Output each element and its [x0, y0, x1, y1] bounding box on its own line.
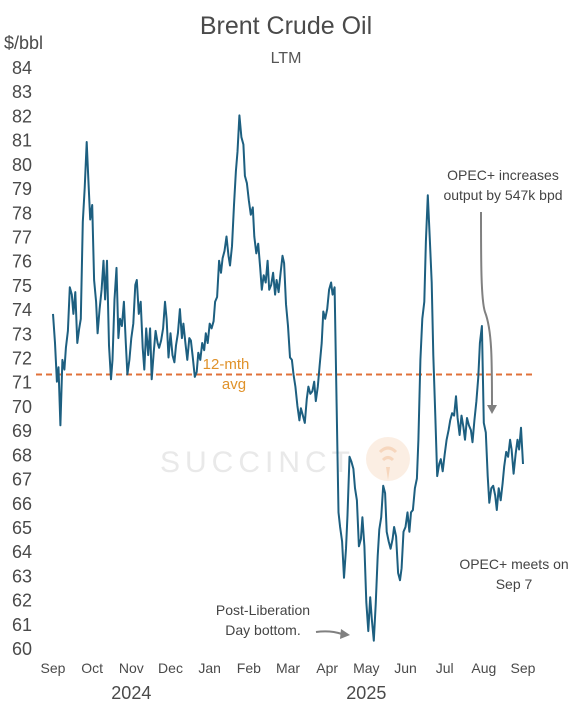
- y-tick-label: 74: [12, 300, 32, 320]
- arrow-head-icon: [487, 405, 497, 414]
- y-tick-label: 63: [12, 566, 32, 586]
- twelve-month-average: 12-mth avg: [36, 356, 532, 393]
- y-tick-label: 71: [12, 373, 32, 393]
- watermark: SUCCINCT: [160, 437, 410, 481]
- y-tick-label: 64: [12, 542, 32, 562]
- x-tick-label: Jan: [198, 660, 221, 676]
- y-tick-label: 72: [12, 349, 32, 369]
- x-tick-label: Jul: [436, 660, 454, 676]
- y-tick-label: 78: [12, 203, 32, 223]
- x-tick-label: Sep: [41, 660, 66, 676]
- y-tick-label: 67: [12, 470, 32, 490]
- y-tick-label: 69: [12, 421, 32, 441]
- y-tick-label: 84: [12, 58, 32, 78]
- annotation-opec-meets: OPEC+ meets on Sep 7: [459, 556, 568, 592]
- chart-title: Brent Crude Oil: [200, 12, 372, 40]
- x-tick-label: Jun: [394, 660, 417, 676]
- average-label-line1: 12-mth: [203, 356, 250, 373]
- y-tick-label: 81: [12, 131, 32, 151]
- watermark-logo-icon: [366, 437, 410, 481]
- y-tick-label: 73: [12, 324, 32, 344]
- x-tick-label: May: [353, 660, 379, 676]
- x-tick-label: Aug: [471, 660, 496, 676]
- x-tick-label: Sep: [511, 660, 536, 676]
- x-tick-label: Mar: [276, 660, 300, 676]
- arrow-head-icon: [340, 629, 350, 639]
- y-tick-label: 70: [12, 397, 32, 417]
- x-tick-label: Feb: [237, 660, 261, 676]
- y-tick-label: 60: [12, 639, 32, 659]
- average-label-line2: avg: [222, 376, 246, 393]
- x-tick-label: Dec: [158, 660, 183, 676]
- y-tick-label: 62: [12, 591, 32, 611]
- y-tick-label: 66: [12, 494, 32, 514]
- annotation-post-liberation-arrow: [315, 630, 343, 635]
- annotation-post-liberation-line1: Post-Liberation: [216, 602, 310, 618]
- annotation-post-liberation: Post-Liberation Day bottom.: [216, 602, 350, 639]
- y-tick-label: 80: [12, 155, 32, 175]
- y-tick-label: 68: [12, 445, 32, 465]
- x-axis-ticks: Sep Oct Nov Dec Jan Feb Mar Apr May Jun Jul Aug Sep: [41, 660, 536, 676]
- y-axis-ticks: 60 61 62 63 64 65 66 67 68 69 70 71 72 73 74 75 76 77 78 79…: [12, 58, 32, 659]
- watermark-text: SUCCINCT: [160, 446, 355, 479]
- chart-subtitle: LTM: [271, 50, 302, 67]
- annotation-post-liberation-line2: Day bottom.: [225, 622, 300, 638]
- year-label: 2025: [346, 683, 386, 703]
- x-tick-label: Nov: [119, 660, 144, 676]
- y-tick-label: 76: [12, 252, 32, 272]
- y-tick-label: 83: [12, 82, 32, 102]
- y-tick-label: 77: [12, 227, 32, 247]
- brent-price-line: [52, 114, 524, 642]
- annotation-opec-meets-line1: OPEC+ meets on: [459, 556, 568, 572]
- y-tick-label: 79: [12, 179, 32, 199]
- y-tick-label: 61: [12, 615, 32, 635]
- y-tick-label: 65: [12, 518, 32, 538]
- y-tick-label: 82: [12, 106, 32, 126]
- annotation-opec-increase: OPEC+ increases output by 547k bpd: [443, 167, 563, 414]
- x-tick-label: Oct: [81, 660, 103, 676]
- year-label: 2024: [111, 683, 151, 703]
- annotation-opec-meets-line2: Sep 7: [496, 576, 533, 592]
- x-tick-label: Apr: [316, 660, 338, 676]
- annotation-opec-increase-line2: output by 547k bpd: [443, 187, 562, 203]
- y-tick-label: 75: [12, 276, 32, 296]
- y-axis-label: $/bbl: [4, 33, 43, 53]
- year-labels: 2024 2025: [111, 683, 386, 703]
- annotation-opec-increase-line1: OPEC+ increases: [447, 167, 559, 183]
- annotation-opec-increase-arrow: [480, 211, 493, 409]
